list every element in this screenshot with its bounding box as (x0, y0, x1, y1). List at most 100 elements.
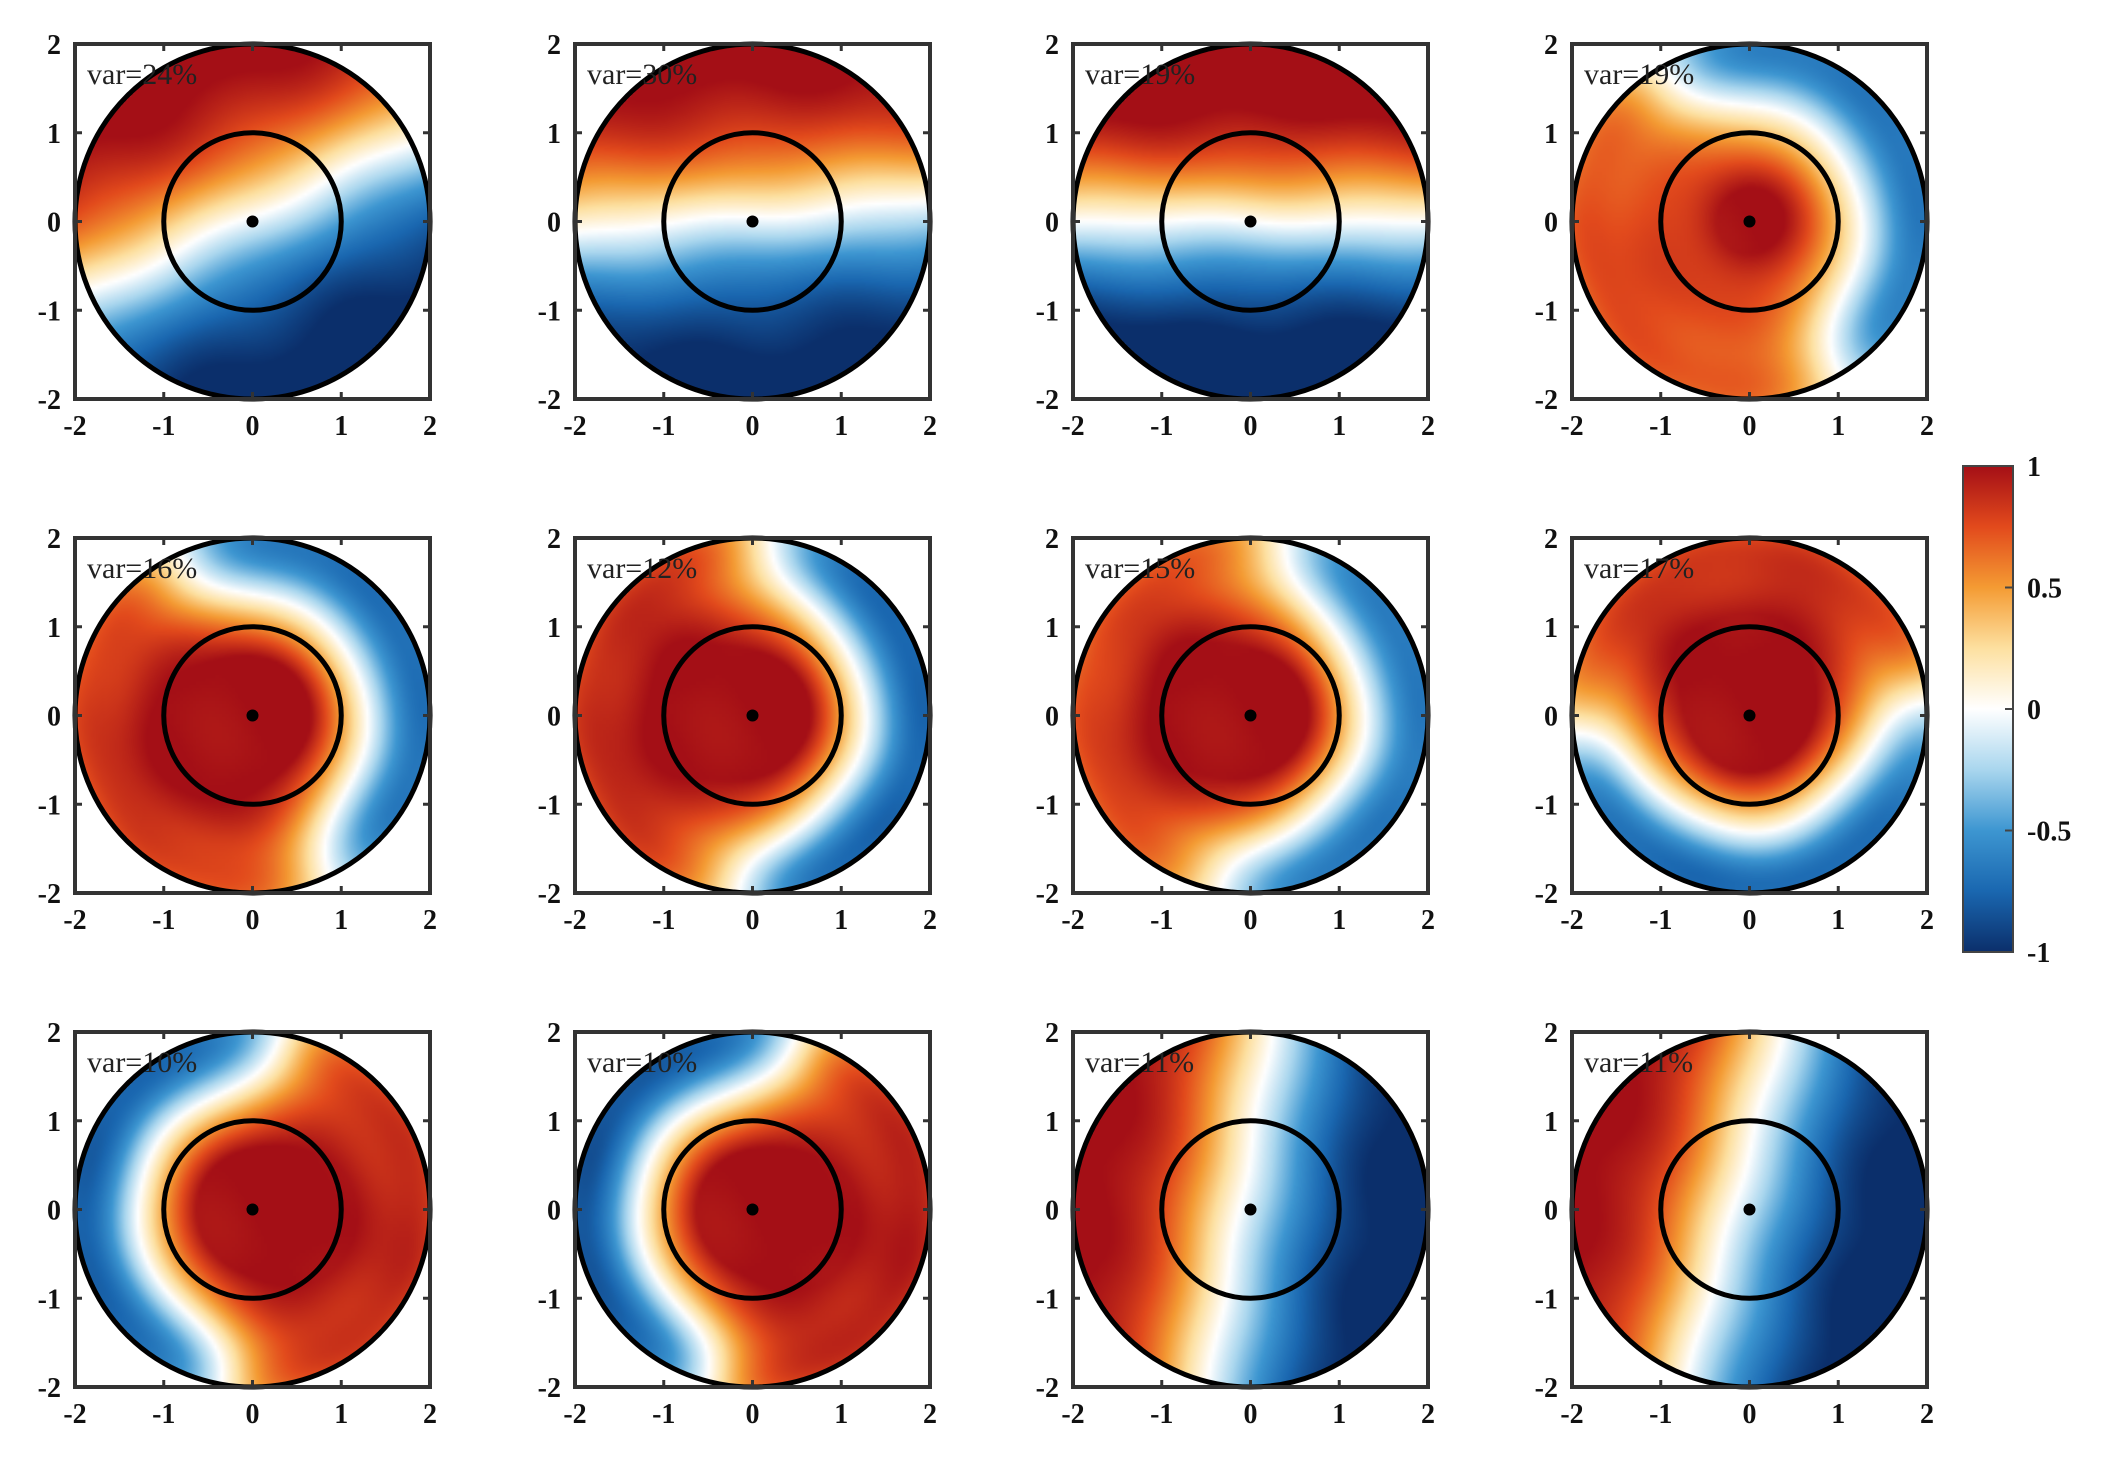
x-tick-label: 2 (423, 905, 437, 936)
x-tick-label: 0 (1244, 905, 1258, 936)
x-tick-label: 2 (423, 411, 437, 442)
y-tick-label: 2 (1544, 524, 1558, 555)
y-tick-label: 0 (547, 1196, 561, 1227)
center-dot (746, 215, 759, 228)
y-tick-label: 0 (547, 208, 561, 239)
x-tick-label: 2 (1920, 411, 1934, 442)
x-tick-label: -2 (63, 1399, 86, 1430)
y-tick-label: 1 (1544, 1107, 1558, 1138)
y-tick-label: -2 (38, 879, 61, 910)
y-tick-label: 1 (1045, 1107, 1059, 1138)
center-dot (1244, 215, 1257, 228)
y-tick-label: 1 (47, 119, 61, 150)
x-tick-label: -2 (563, 411, 586, 442)
y-tick-label: -2 (1036, 879, 1059, 910)
x-tick-label: -2 (563, 905, 586, 936)
y-tick-label: 1 (547, 119, 561, 150)
y-tick-label: -2 (1535, 385, 1558, 416)
x-tick-label: -2 (1560, 411, 1583, 442)
x-tick-label: -2 (1560, 905, 1583, 936)
x-tick-label: -1 (152, 905, 175, 936)
inner-circle (661, 1118, 844, 1301)
y-tick-label: -2 (1535, 879, 1558, 910)
x-tick-label: -2 (563, 1399, 586, 1430)
y-tick-label: -1 (1535, 790, 1558, 821)
colorbar-gradient (1962, 465, 2014, 953)
x-tick-label: 2 (423, 1399, 437, 1430)
y-tick-label: 2 (1544, 1018, 1558, 1049)
x-tick-label: 1 (1332, 1399, 1346, 1430)
x-tick-label: 1 (1831, 905, 1845, 936)
x-tick-label: 0 (746, 1399, 760, 1430)
x-tick-label: 1 (1831, 1399, 1845, 1430)
x-tick-label: -1 (1649, 1399, 1672, 1430)
variance-label: var=11% (1085, 1046, 1194, 1079)
center-dot (746, 1203, 759, 1216)
panel-9: -2 2 -1 1 0 0 1 -1 2 -2 var=10% (38, 1018, 437, 1430)
y-tick-label: -1 (538, 296, 561, 327)
x-tick-label: 0 (746, 905, 760, 936)
y-tick-label: -1 (1036, 296, 1059, 327)
x-tick-label: 0 (246, 1399, 260, 1430)
variance-label: var=10% (587, 1046, 697, 1079)
y-tick-label: 2 (1045, 30, 1059, 61)
inner-circle (161, 130, 344, 313)
center-dot (246, 215, 259, 228)
y-tick-label: -1 (1036, 1284, 1059, 1315)
x-tick-label: 0 (1743, 411, 1757, 442)
inner-circle (1658, 130, 1841, 313)
x-tick-label: 2 (923, 1399, 937, 1430)
y-tick-label: -1 (38, 790, 61, 821)
x-tick-label: 2 (1421, 905, 1435, 936)
variance-label: var=10% (87, 1046, 197, 1079)
y-tick-label: 2 (1544, 30, 1558, 61)
y-tick-label: -2 (538, 1373, 561, 1404)
x-tick-label: 0 (746, 411, 760, 442)
x-tick-label: 1 (1332, 905, 1346, 936)
y-tick-label: -2 (538, 385, 561, 416)
panel-8: -2 2 -1 1 0 0 1 -1 2 -2 var=17% (1535, 524, 1934, 936)
x-tick-label: 2 (923, 411, 937, 442)
y-tick-label: 0 (1045, 702, 1059, 733)
center-dot (1244, 1203, 1257, 1216)
x-tick-label: 0 (1743, 1399, 1757, 1430)
y-tick-label: -1 (38, 1284, 61, 1315)
variance-label: var=17% (1584, 552, 1694, 585)
center-dot (746, 709, 759, 722)
x-tick-label: 0 (1244, 411, 1258, 442)
x-tick-label: -1 (1150, 411, 1173, 442)
variance-label: var=24% (87, 58, 197, 91)
x-tick-label: 0 (1743, 905, 1757, 936)
variance-label: var=12% (587, 552, 697, 585)
x-tick-label: -1 (1649, 905, 1672, 936)
y-tick-label: 1 (547, 613, 561, 644)
y-tick-label: 0 (1544, 702, 1558, 733)
panel-11: -2 2 -1 1 0 0 1 -1 2 -2 var=11% (1036, 1018, 1435, 1430)
x-tick-label: 1 (834, 905, 848, 936)
panel-2: -2 2 -1 1 0 0 1 -1 2 -2 var=30% (538, 30, 937, 442)
center-dot (246, 709, 259, 722)
x-tick-label: -1 (652, 905, 675, 936)
x-tick-label: 2 (923, 905, 937, 936)
x-tick-label: 1 (334, 905, 348, 936)
y-tick-label: -2 (1036, 385, 1059, 416)
y-tick-label: 2 (47, 524, 61, 555)
y-tick-label: -2 (1036, 1373, 1059, 1404)
y-tick-label: 2 (47, 1018, 61, 1049)
x-tick-label: -2 (63, 905, 86, 936)
panel-6: -2 2 -1 1 0 0 1 -1 2 -2 var=12% (538, 524, 937, 936)
y-tick-label: -1 (538, 1284, 561, 1315)
x-tick-label: 0 (1244, 1399, 1258, 1430)
panel-4: -2 2 -1 1 0 0 1 -1 2 -2 var=19% (1535, 30, 1934, 442)
y-tick-label: -2 (1535, 1373, 1558, 1404)
variance-label: var=19% (1584, 58, 1694, 91)
y-tick-label: 0 (547, 702, 561, 733)
inner-circle (161, 1118, 344, 1301)
center-dot (246, 1203, 259, 1216)
y-tick-label: 1 (1045, 119, 1059, 150)
x-tick-label: -2 (1061, 905, 1084, 936)
inner-circle (161, 624, 344, 807)
y-tick-label: -2 (538, 879, 561, 910)
colorbar-tick-label: 0.5 (2027, 574, 2062, 605)
panel-1: -2 2 -1 1 0 0 1 -1 2 -2 var=24% (38, 30, 437, 442)
